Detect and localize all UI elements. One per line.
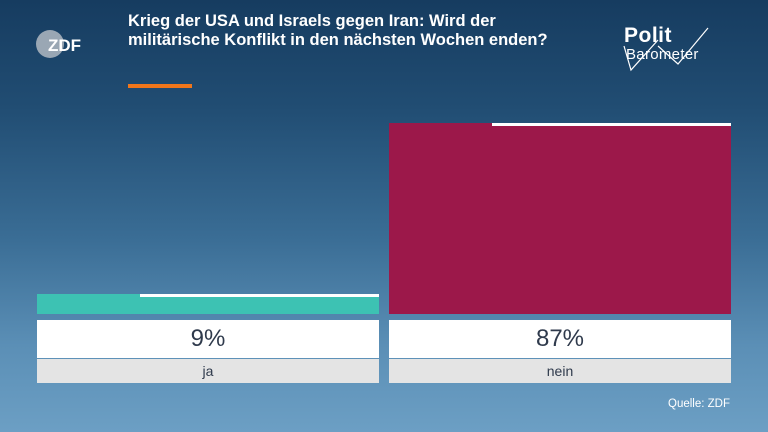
value-label-ja: 9%: [37, 320, 379, 358]
chart-title: Krieg der USA und Israels gegen Iran: Wi…: [128, 12, 548, 49]
title-accent-bar: [128, 84, 192, 88]
bar-nein: [389, 122, 731, 314]
politbarometer-word-polit: Polit: [624, 24, 672, 47]
source-label: Quelle: ZDF: [668, 398, 730, 410]
zdf-logo-text: ZDF: [48, 36, 81, 55]
bar-nein-marker-line: [492, 122, 731, 126]
category-label-nein: nein: [389, 359, 731, 383]
politbarometer-logo: Polit Barometer: [606, 20, 716, 72]
value-label-nein: 87%: [389, 320, 731, 358]
politbarometer-word-barometer: Barometer: [626, 46, 699, 63]
bar-ja: [37, 294, 379, 314]
category-label-ja: ja: [37, 359, 379, 383]
zdf-logo: ZDF: [35, 28, 91, 62]
bar-ja-marker-line: [140, 294, 379, 298]
